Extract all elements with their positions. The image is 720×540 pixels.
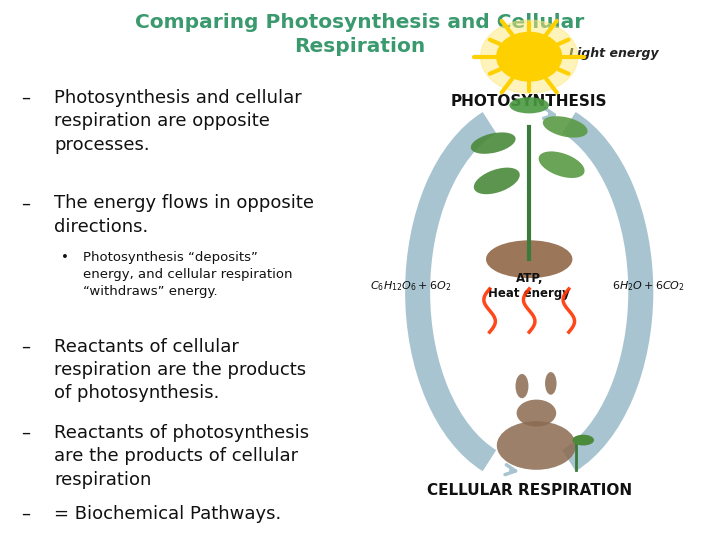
Text: $C_6H_{12}O_6 + 6O_2$: $C_6H_{12}O_6 + 6O_2$: [370, 279, 451, 293]
Text: PHOTOSYNTHESIS: PHOTOSYNTHESIS: [451, 94, 608, 110]
Ellipse shape: [471, 132, 516, 154]
Ellipse shape: [510, 97, 549, 113]
Text: –: –: [22, 424, 30, 442]
Ellipse shape: [497, 421, 576, 470]
Ellipse shape: [517, 400, 556, 427]
Circle shape: [497, 32, 562, 81]
Circle shape: [481, 20, 578, 93]
Ellipse shape: [572, 435, 594, 446]
Text: –: –: [22, 89, 30, 107]
Text: The energy flows in opposite
directions.: The energy flows in opposite directions.: [54, 194, 314, 236]
Text: CELLULAR RESPIRATION: CELLULAR RESPIRATION: [427, 483, 631, 498]
Text: –: –: [22, 505, 30, 523]
Ellipse shape: [474, 167, 520, 194]
Text: –: –: [22, 338, 30, 355]
Circle shape: [511, 50, 547, 77]
Circle shape: [508, 48, 551, 80]
Ellipse shape: [516, 374, 528, 399]
Ellipse shape: [486, 240, 572, 278]
Ellipse shape: [539, 151, 585, 178]
Text: ATP,
Heat energy: ATP, Heat energy: [488, 272, 570, 300]
Circle shape: [516, 54, 542, 73]
Text: $6H_2O + 6CO_2$: $6H_2O + 6CO_2$: [611, 279, 685, 293]
Text: Photosynthesis and cellular
respiration are opposite
processes.: Photosynthesis and cellular respiration …: [54, 89, 302, 154]
Text: Light energy: Light energy: [569, 48, 658, 60]
Ellipse shape: [543, 116, 588, 138]
Ellipse shape: [545, 372, 557, 395]
Text: Comparing Photosynthesis and Cellular
Respiration: Comparing Photosynthesis and Cellular Re…: [135, 14, 585, 56]
Text: Reactants of cellular
respiration are the products
of photosynthesis.: Reactants of cellular respiration are th…: [54, 338, 306, 402]
Text: Reactants of photosynthesis
are the products of cellular
respiration: Reactants of photosynthesis are the prod…: [54, 424, 309, 489]
Text: –: –: [22, 194, 30, 212]
Text: Photosynthesis “deposits”
energy, and cellular respiration
“withdraws” energy.: Photosynthesis “deposits” energy, and ce…: [83, 251, 292, 298]
Text: •: •: [61, 251, 69, 264]
Text: = Biochemical Pathways.: = Biochemical Pathways.: [54, 505, 282, 523]
